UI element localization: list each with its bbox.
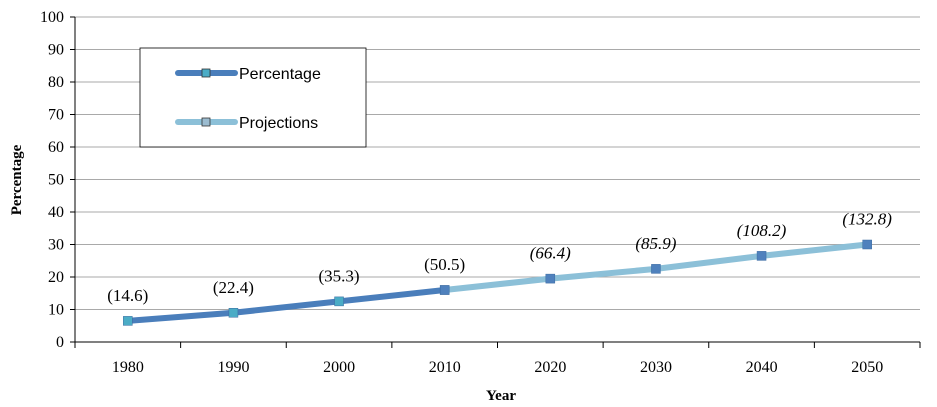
x-tick-label: 2050 <box>851 359 883 376</box>
y-tick-label: 70 <box>48 107 64 124</box>
legend-marker <box>201 117 211 127</box>
data-labels: (14.6) (22.4) (35.3) (50.5) (66.4) (85.9) (108… <box>107 210 892 305</box>
y-tick-label: 90 <box>48 42 64 59</box>
x-tick-label: 2020 <box>534 359 566 376</box>
legend: Percentage Projections <box>139 47 367 148</box>
data-point-marker <box>228 308 239 318</box>
y-tick-label: 40 <box>48 204 64 221</box>
data-point-marker <box>123 316 133 326</box>
legend-box <box>139 47 367 148</box>
data-label: (85.9) <box>635 234 676 253</box>
data-point-marker <box>439 285 450 295</box>
x-tick-label: 2000 <box>323 359 355 376</box>
y-axis-ticks: 0 10 20 30 40 50 60 70 80 90 100 <box>40 9 75 351</box>
x-tick-label: 2030 <box>640 359 672 376</box>
y-tick-label: 50 <box>48 172 64 189</box>
x-tick-label: 1980 <box>112 359 144 376</box>
y-tick-label: 30 <box>48 237 64 254</box>
data-point-marker <box>756 251 767 261</box>
legend-marker <box>201 68 211 78</box>
x-axis-ticks: 1980 1990 2000 2010 2020 2030 2040 2050 <box>74 342 921 376</box>
series-markers <box>123 239 872 326</box>
y-tick-label: 80 <box>48 74 64 91</box>
data-label: (50.5) <box>424 255 465 274</box>
data-label: (14.6) <box>107 286 148 305</box>
series-line-percentage <box>124 287 448 324</box>
data-label: (66.4) <box>530 244 571 263</box>
data-label: (22.4) <box>213 278 254 297</box>
y-axis-title: Percentage <box>9 144 25 215</box>
data-label: (108.2) <box>737 221 787 240</box>
data-label: (35.3) <box>319 266 360 285</box>
data-point-marker <box>651 264 661 274</box>
y-tick-label: 100 <box>40 9 64 26</box>
y-tick-label: 20 <box>48 269 64 286</box>
data-label: (132.8) <box>842 210 892 229</box>
x-tick-label: 2010 <box>429 359 461 376</box>
x-axis-title: Year <box>486 388 516 404</box>
legend-label: Percentage <box>239 66 321 83</box>
legend-label: Projections <box>239 115 318 132</box>
data-point-marker <box>334 296 344 307</box>
x-tick-label: 2040 <box>746 359 778 376</box>
y-tick-label: 0 <box>56 334 64 351</box>
data-point-marker <box>862 239 872 250</box>
y-tick-label: 60 <box>48 139 64 156</box>
x-tick-label: 1990 <box>217 359 249 376</box>
data-point-marker <box>545 273 556 284</box>
y-tick-label: 10 <box>48 302 64 319</box>
